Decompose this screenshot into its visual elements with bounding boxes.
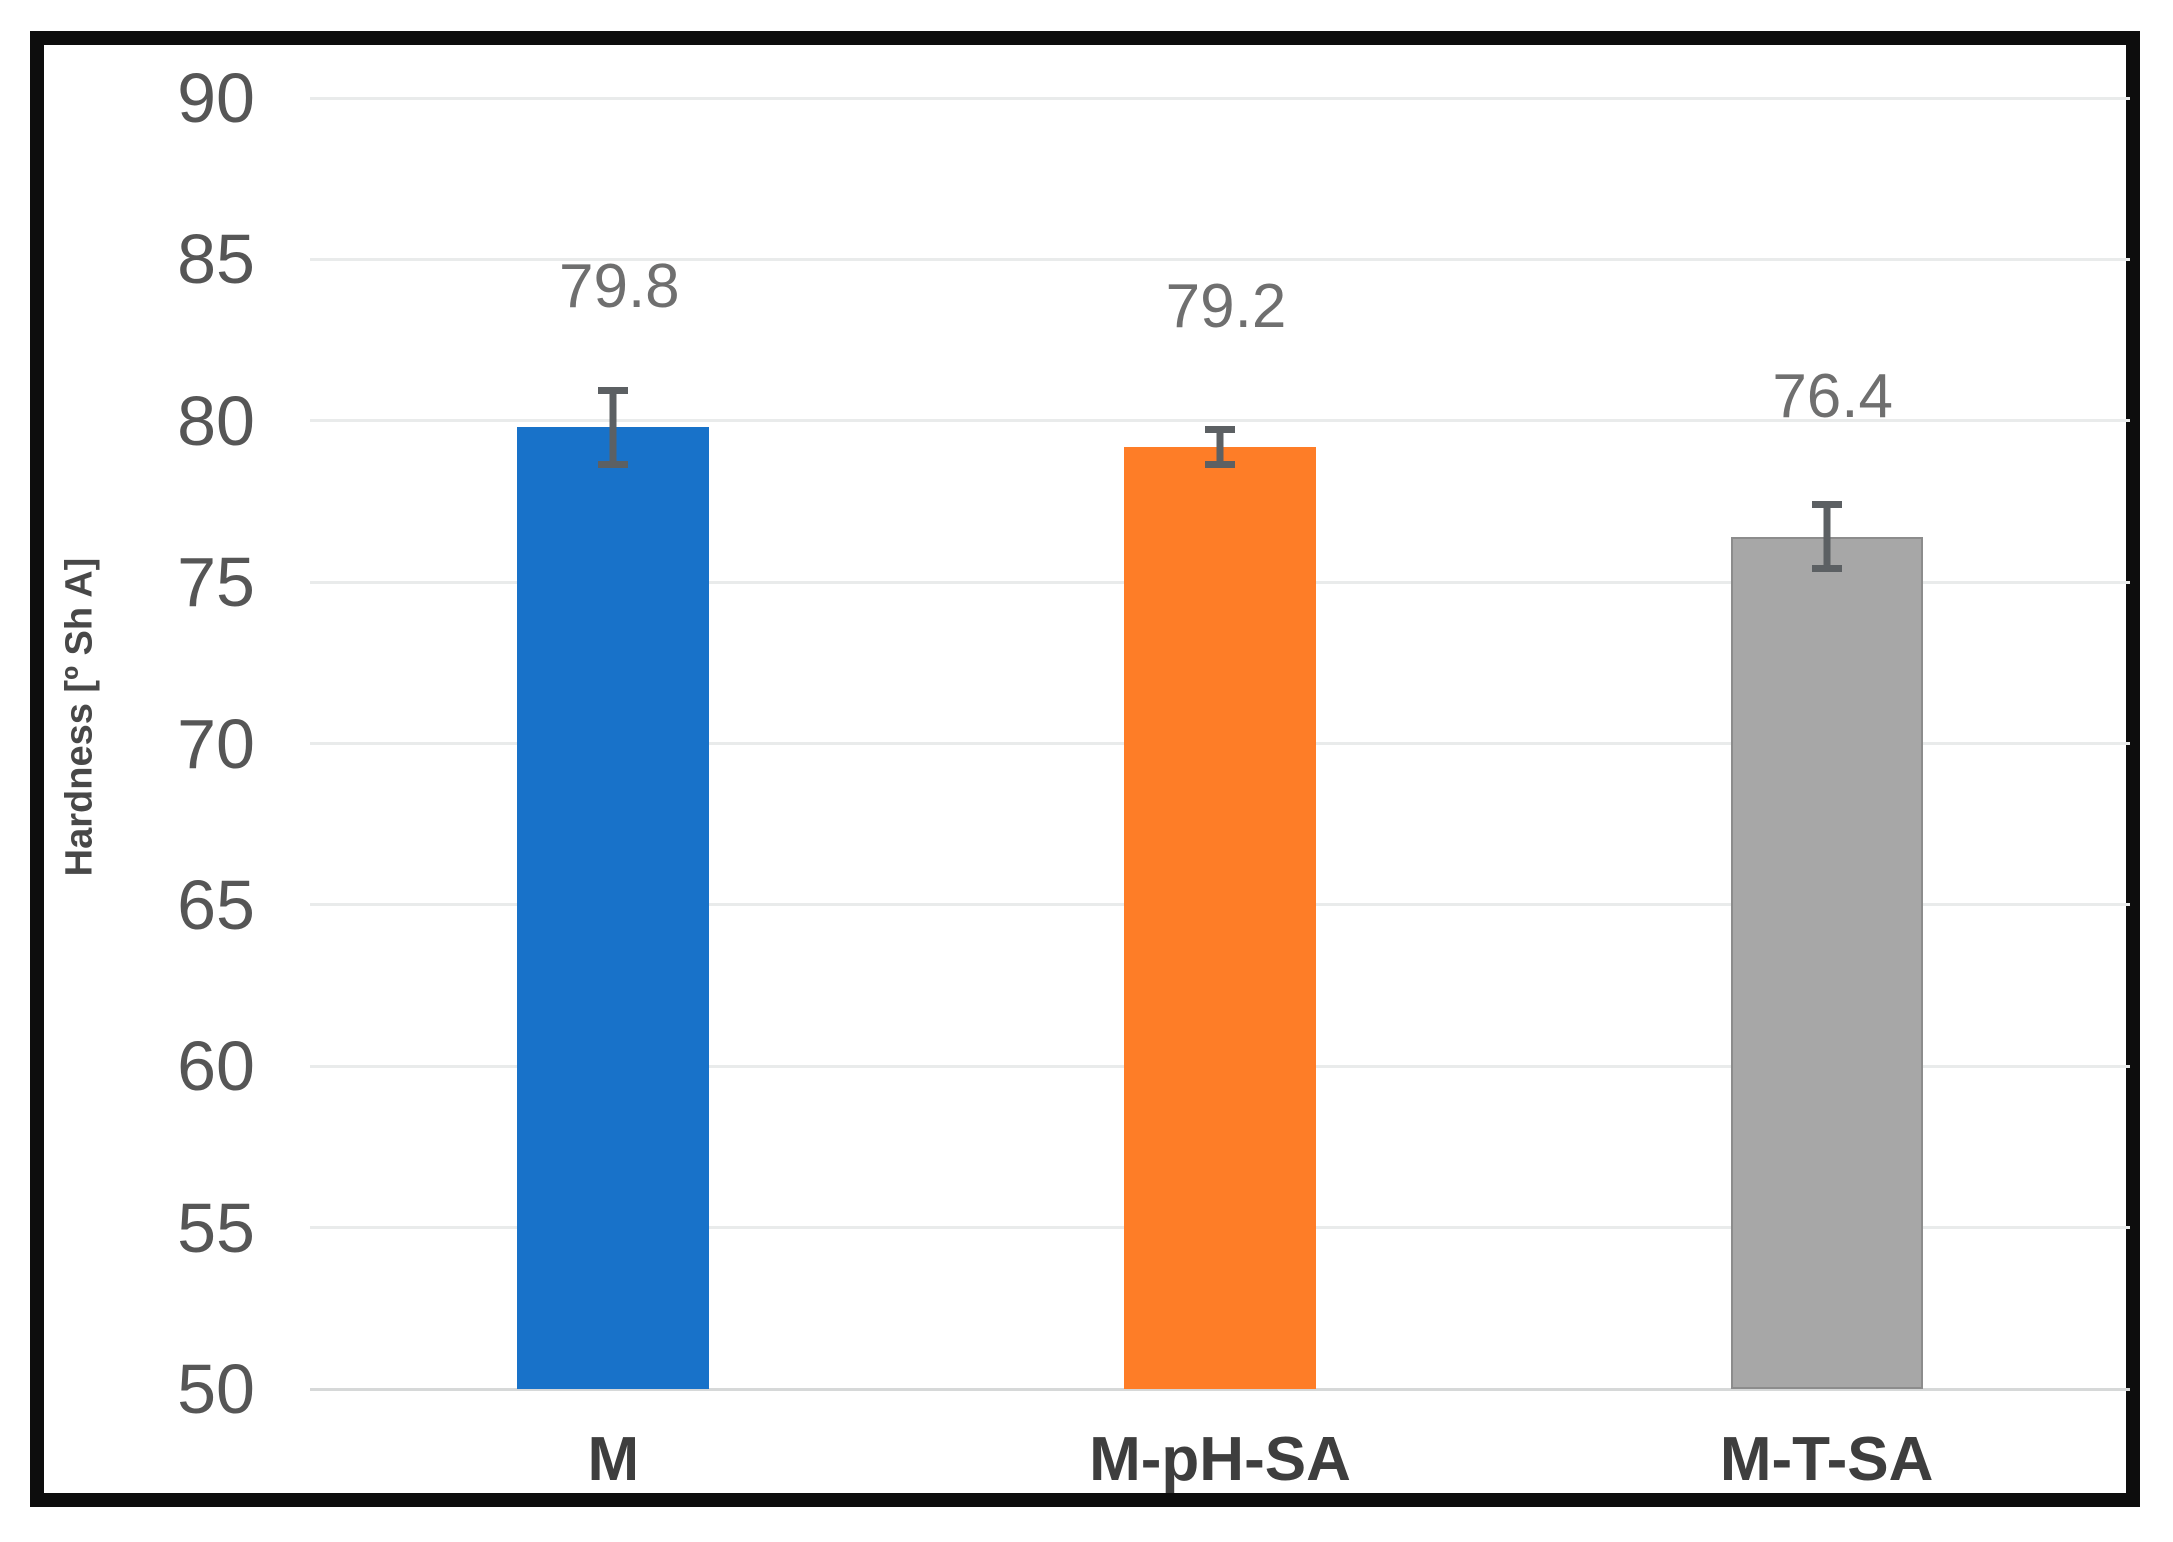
bar-m [517,427,710,1389]
error-bar-cap-bottom-m-t-sa [1811,565,1842,573]
error-bar-cap-bottom-m-ph-sa [1205,460,1235,468]
error-bar-m [609,386,617,468]
error-bar-cap-bottom-m [598,460,629,468]
y-tick-label-80: 80 [177,381,255,460]
chart-frame: Hardness [º Sh A] 50 55 60 65 70 75 80 85 90 79.8… [30,31,2140,1507]
data-label-m-ph-sa: 79.2 [1165,271,1287,341]
y-tick-label-85: 85 [177,220,255,299]
y-tick-label-60: 60 [177,1027,255,1106]
y-tick-label-55: 55 [177,1188,255,1267]
y-tick-label-50: 50 [177,1350,255,1428]
error-bar-cap-top-m-ph-sa [1205,425,1235,433]
error-bar-m-t-sa [1823,501,1831,573]
error-bar-cap-top-m [598,386,629,394]
gridline-80 [310,419,2130,423]
data-label-m: 79.8 [558,252,680,322]
gridline-90 [310,96,2130,100]
gridline-50 [310,1387,2130,1391]
bar-m-t-sa [1730,536,1923,1389]
category-label-m-ph-sa: M-pH-SA [1089,1425,1351,1494]
gridline-85 [310,257,2130,261]
error-bar-m-ph-sa [1216,425,1224,468]
data-label-m-t-sa: 76.4 [1772,361,1893,431]
category-label-m: M [587,1425,640,1494]
y-tick-label-70: 70 [177,704,255,783]
category-label-m-t-sa: M-T-SA [1719,1425,1934,1494]
plot-area: 50 55 60 65 70 75 80 85 90 79.8 M 79.2 M-pH-SA 76.4 M-… [44,45,2130,1494]
y-tick-label-90: 90 [177,59,255,137]
y-tick-label-65: 65 [177,865,255,944]
y-tick-label-75: 75 [177,543,255,622]
bar-m-ph-sa [1124,446,1316,1389]
error-bar-cap-top-m-t-sa [1811,501,1842,509]
